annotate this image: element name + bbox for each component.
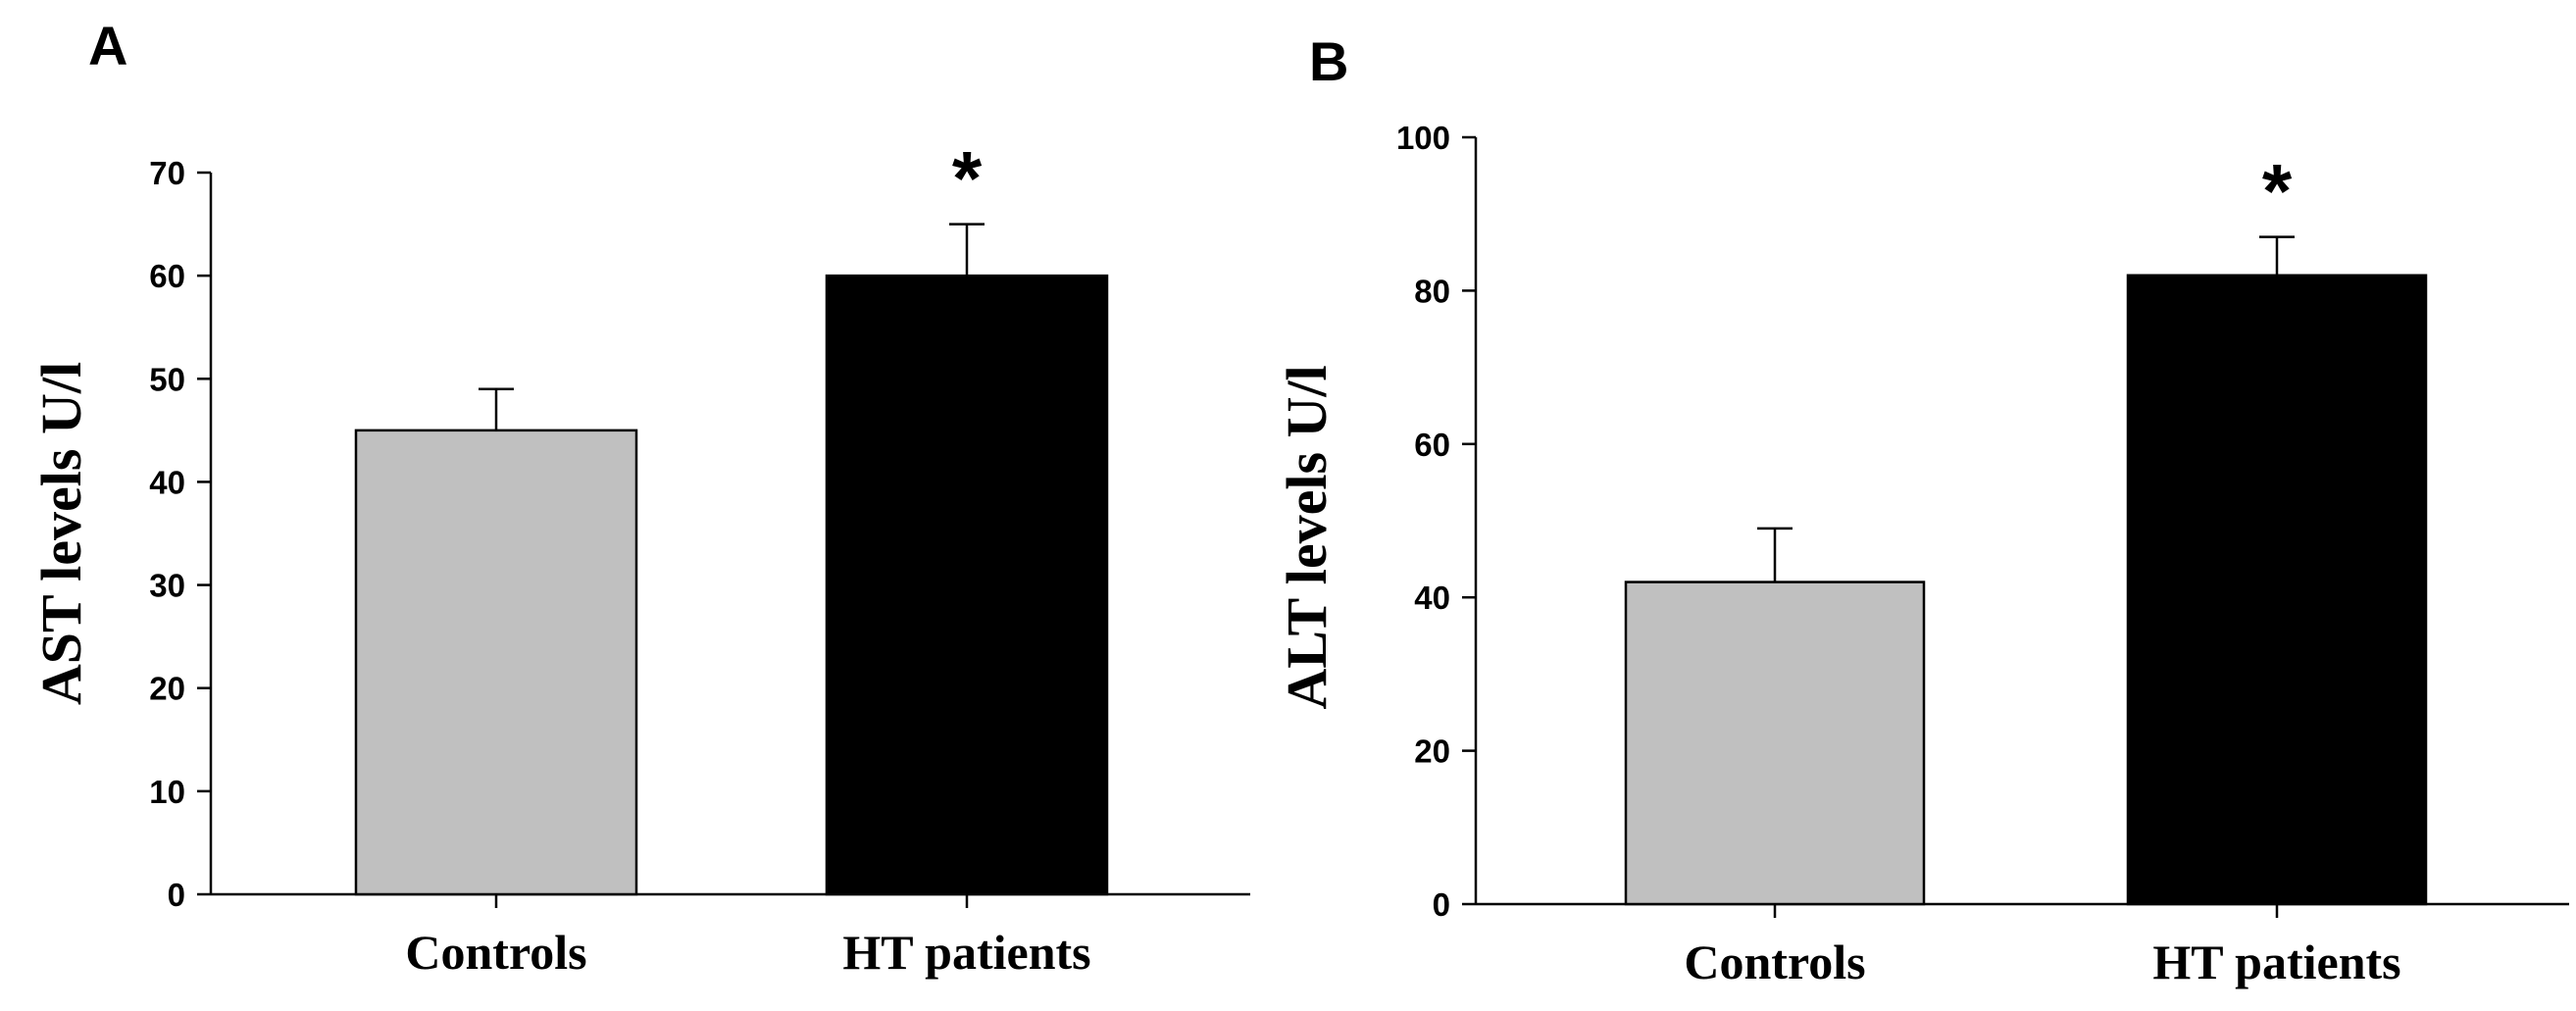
significance-asterisk: * — [2262, 148, 2293, 234]
y-tick-label: 80 — [1414, 273, 1450, 309]
y-tick-label: 70 — [149, 155, 185, 191]
x-category-label: Controls — [405, 925, 586, 980]
bar-controls — [354, 429, 638, 896]
y-axis-title: AST levels U/l — [29, 362, 93, 705]
y-tick-label: 40 — [149, 464, 185, 500]
y-tick-label: 100 — [1396, 120, 1450, 156]
x-category-label: Controls — [1684, 935, 1865, 989]
chart-panel-b: B 0 20 40 60 80 100 Controls HT patients * ALT lev… — [1275, 30, 2569, 989]
y-tick-label: 0 — [168, 877, 185, 913]
y-tick-label: 30 — [149, 568, 185, 604]
bar-ht-patients — [2126, 274, 2428, 906]
y-tick-label: 50 — [149, 361, 185, 397]
x-category-label: HT patients — [842, 925, 1090, 980]
y-tick-label: 60 — [1414, 427, 1450, 463]
y-tick-label: 20 — [1414, 733, 1450, 770]
significance-asterisk: * — [952, 135, 983, 222]
bar-controls — [1624, 581, 1926, 906]
y-tick-label: 40 — [1414, 580, 1450, 616]
panel-label: A — [88, 15, 127, 76]
chart-panel-a: A 0 10 20 30 40 50 60 70 Controls HT patients * AST … — [29, 15, 1250, 980]
bar-ht-patients — [825, 274, 1109, 896]
y-axis-title: ALT levels U/l — [1275, 365, 1339, 709]
y-tick-label: 20 — [149, 671, 185, 707]
y-tick-label: 60 — [149, 258, 185, 294]
panel-label: B — [1309, 30, 1348, 92]
y-tick-label: 10 — [149, 774, 185, 810]
x-category-label: HT patients — [2152, 935, 2400, 989]
y-tick-label: 0 — [1433, 886, 1450, 923]
